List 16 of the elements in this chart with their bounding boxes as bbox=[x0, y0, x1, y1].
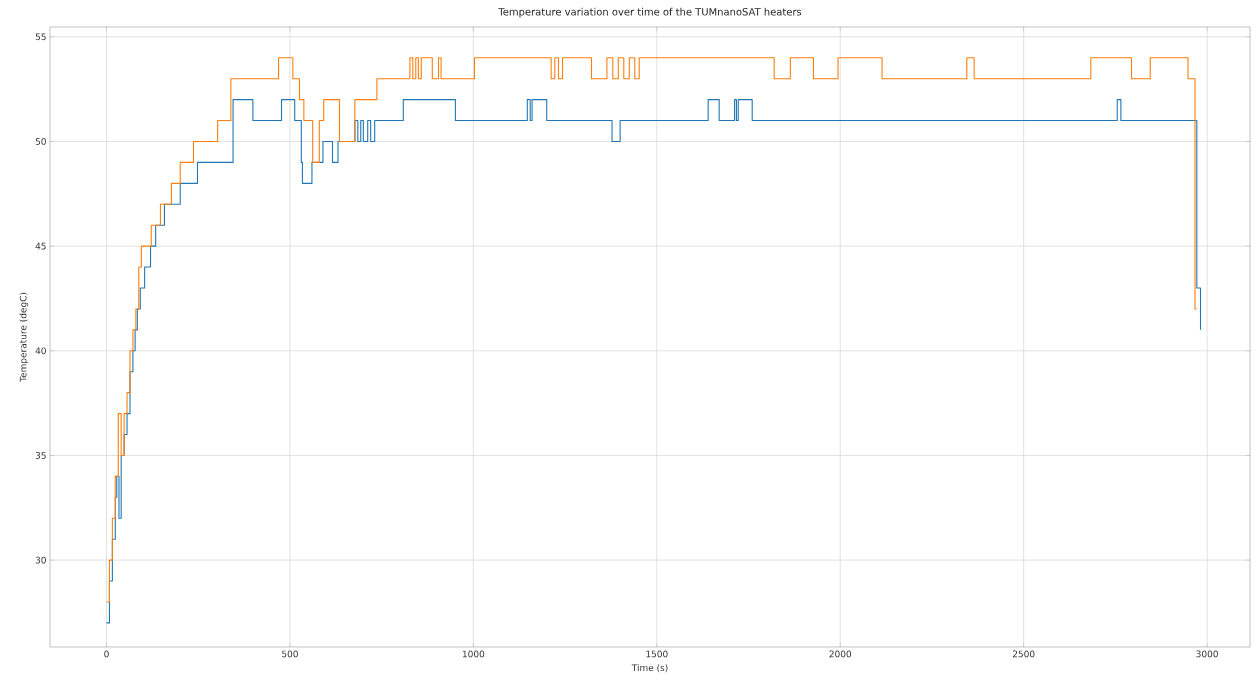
x-tick-label: 2000 bbox=[829, 650, 852, 658]
y-tick-label: 50 bbox=[35, 138, 46, 145]
y-tick-label: 30 bbox=[35, 556, 46, 564]
x-tick-label: 3000 bbox=[1196, 650, 1218, 658]
chart-title: Temperature variation over time of the TUMnanoSAT heaters bbox=[498, 7, 802, 18]
x-axis-title: Time (s) bbox=[631, 664, 668, 673]
y-tick-label: 55 bbox=[35, 33, 46, 41]
y-tick-label: 45 bbox=[35, 242, 46, 250]
x-tick-label: 0 bbox=[104, 650, 109, 658]
x-tick-label: 1000 bbox=[462, 650, 485, 658]
y-tick-label: 35 bbox=[35, 452, 46, 459]
y-tick-label: 40 bbox=[35, 347, 46, 355]
y-axis-title: Temperature (degC) bbox=[19, 292, 29, 382]
x-tick-label: 2500 bbox=[1012, 650, 1035, 658]
x-tick-label: 500 bbox=[282, 650, 298, 658]
x-tick-label: 1500 bbox=[646, 650, 668, 658]
